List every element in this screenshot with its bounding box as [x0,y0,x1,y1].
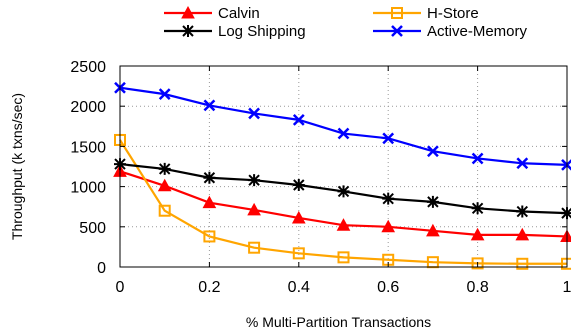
data-point-log-shipping [382,192,395,205]
data-point-h-store [292,247,305,260]
series-active-memory [114,81,571,171]
x-tick-label: 0.4 [288,279,310,296]
data-point-calvin [291,210,306,224]
data-point-calvin [515,227,530,241]
legend-item-h-store: H-Store [373,5,479,22]
series-layer [113,81,571,270]
y-tick-label: 500 [79,220,106,237]
series-h-store [114,133,571,270]
data-point-calvin [470,227,485,241]
data-point-log-shipping [516,205,529,218]
data-point-h-store [158,204,171,217]
data-point-h-store [248,241,261,254]
data-point-calvin [336,218,351,231]
data-point-active-memory [203,99,216,112]
data-point-log-shipping [561,207,571,220]
legend-item-log-shipping: Log Shipping [164,23,306,40]
data-point-active-memory [382,132,395,145]
legend-marker [182,25,194,37]
x-tick-label: 1 [563,279,571,296]
plot-frame [119,65,568,268]
y-tick-label: 0 [97,260,106,277]
legend-marker [391,7,403,19]
series-calvin [113,164,571,242]
data-point-active-memory [337,127,350,140]
data-point-active-memory [516,157,529,170]
legend-marker [181,5,195,19]
x-tick-label: 0.2 [198,279,220,296]
series-line-h-store [119,139,567,265]
x-tick-label: 0.8 [466,279,488,296]
data-point-log-shipping [426,195,439,208]
data-point-active-memory [248,107,260,120]
legend-label: Log Shipping [218,23,306,40]
y-tick-label: 1500 [70,139,106,156]
x-axis-label: % Multi-Partition Transactions [246,314,431,330]
data-point-calvin [426,223,440,237]
data-point-log-shipping [292,178,305,191]
y-axis-label: Throughput (k txns/sec) [9,93,25,240]
legend-item-active-memory: Active-Memory [373,23,528,40]
data-point-active-memory [427,145,439,158]
data-point-h-store [203,230,216,243]
data-point-h-store [471,257,484,270]
data-point-log-shipping [337,185,350,198]
series-line-active-memory [119,86,568,166]
data-point-log-shipping [248,174,261,187]
y-tick-label: 1000 [70,180,106,197]
data-point-calvin [202,195,217,209]
data-point-log-shipping [203,171,216,184]
data-point-calvin [381,219,396,233]
data-point-active-memory [471,152,484,165]
data-point-active-memory [158,88,171,101]
axis-ticks: 0 500 1000 1500 2000 2500 0 0.2 0.4 0.6 0.8 1 [70,59,571,296]
x-tick-label: 0 [116,279,125,296]
data-point-calvin [247,202,261,216]
legend-label: Calvin [218,5,260,22]
y-tick-label: 2000 [70,99,106,116]
grid-lines [120,66,567,267]
legend-marker [391,25,403,37]
data-point-h-store [337,251,350,264]
data-point-log-shipping [471,202,484,215]
legend-label: H-Store [427,5,479,22]
series-log-shipping [114,158,571,220]
data-point-calvin [157,178,172,192]
legend-item-calvin: Calvin [164,5,260,22]
data-point-active-memory [292,113,305,126]
data-point-h-store [516,257,529,270]
legend-label: Active-Memory [427,23,528,40]
y-tick-label: 2500 [70,59,106,76]
data-point-log-shipping [158,162,171,175]
x-tick-label: 0.6 [377,279,399,296]
